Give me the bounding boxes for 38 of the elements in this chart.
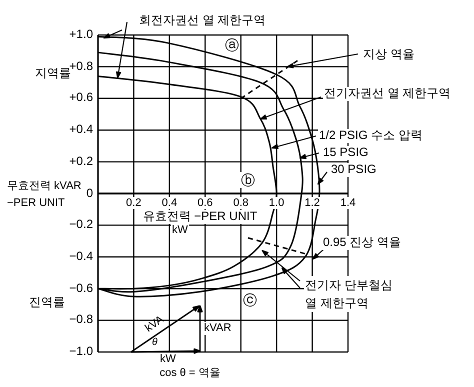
y-tick-label: +0.8 [69, 58, 94, 73]
y-tick-label: −0.6 [68, 280, 94, 296]
text: kW [159, 353, 177, 366]
annotation: 지상 역율 [362, 47, 416, 62]
y-tick-label: −0.4 [68, 248, 94, 264]
annotation: 전기자 단부철심 열 제한구역 [304, 276, 398, 312]
x-tick-label: 0.2 [125, 196, 142, 210]
y-tick-label: −0.2 [68, 217, 94, 232]
x-tick-label: 0.4 [160, 196, 178, 210]
series-label: 30 PSIG [330, 162, 378, 177]
legend-label: 15 PSIG [322, 145, 370, 160]
y-tick-label: +0.2 [68, 154, 94, 169]
y-tick-label: +0.6 [68, 90, 94, 106]
x-tick-label: 1.0 [268, 196, 286, 210]
text: 지역률 [34, 66, 72, 81]
y-tick-label: 0 [85, 186, 94, 200]
text: 진역률 [28, 295, 66, 310]
annotation: 전기자권선 열 제한구역 [323, 86, 452, 101]
y-tick-label: −1.0 [68, 344, 94, 359]
y-axis-title: 무효전력 kVAR −PER UNIT [6, 179, 82, 210]
y-tick-label: −0.8 [68, 312, 94, 328]
x-tick-label: 1.2 [304, 196, 321, 210]
annotation: 0.95 진상 역율 [322, 235, 402, 250]
legend-label: 1/2 PSIG 수소 압력 [318, 128, 424, 143]
annotation: θ [151, 337, 158, 348]
annotation: kW [171, 224, 189, 237]
x-tick-label: 0.8 [232, 196, 250, 210]
y-tick-label: +1.0 [68, 27, 94, 42]
annotation: ⓑ [240, 172, 256, 188]
annotation: 회전자권선 열 제한구역 [138, 13, 267, 28]
x-tick-label: 1.4 [339, 196, 357, 210]
y-tick-label: +0.4 [68, 122, 94, 137]
annotation: ⓒ [242, 292, 258, 308]
annotation: ⓐ [224, 37, 240, 54]
x-tick-label: 0.6 [196, 196, 214, 210]
annotation: kVAR [203, 322, 232, 335]
text: cos θ = 역율 [158, 367, 222, 380]
x-axis-title: 유효전력 −PER UNIT [142, 209, 258, 224]
